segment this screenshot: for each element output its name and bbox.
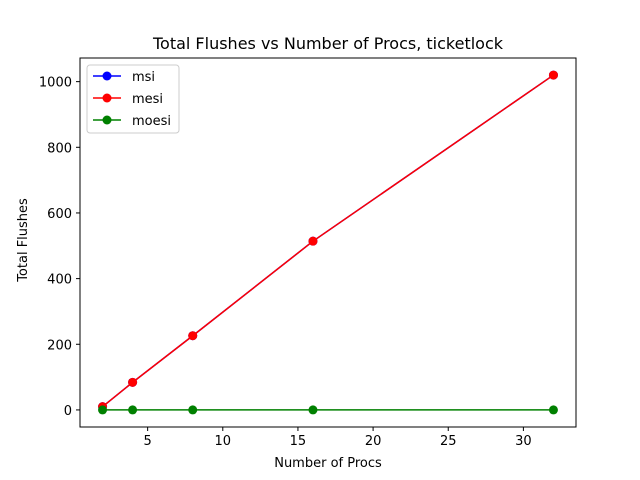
data-point-moesi: [188, 405, 198, 415]
legend-item-mesi: mesi: [93, 92, 163, 107]
legend-swatch-marker: [102, 71, 112, 81]
data-point-moesi: [548, 405, 558, 415]
series-moesi: [98, 405, 558, 415]
legend-label: mesi: [132, 92, 163, 107]
data-point-mesi: [548, 70, 558, 80]
chart-title: Total Flushes vs Number of Procs, ticket…: [152, 34, 504, 53]
x-tick-label: 10: [215, 434, 232, 449]
legend-label: moesi: [132, 114, 171, 129]
y-tick-label: 800: [47, 141, 72, 156]
x-axis: 5 10 15 20 25 30: [143, 427, 532, 449]
y-axis-title: Total Flushes: [16, 198, 31, 283]
x-tick-label: 30: [515, 434, 532, 449]
legend-item-msi: msi: [93, 70, 155, 85]
x-tick-label: 15: [290, 434, 307, 449]
y-tick-label: 0: [64, 404, 72, 419]
legend-item-moesi: moesi: [93, 114, 171, 129]
x-tick-label: 5: [143, 434, 151, 449]
legend-label: msi: [132, 70, 155, 85]
data-point-mesi: [308, 236, 318, 246]
x-tick-label: 25: [440, 434, 457, 449]
y-tick-label: 200: [47, 338, 72, 353]
data-point-moesi: [128, 405, 138, 415]
y-axis: 0 200 400 600 800 1000: [39, 76, 80, 419]
legend-swatch-marker: [102, 115, 112, 125]
y-tick-label: 400: [47, 273, 72, 288]
data-point-moesi: [308, 405, 318, 415]
plot-area: [79, 57, 577, 428]
plot-frame: [79, 57, 577, 428]
x-tick-label: 20: [365, 434, 382, 449]
data-point-mesi: [188, 331, 198, 341]
data-point-moesi: [98, 405, 108, 415]
y-tick-label: 1000: [39, 76, 72, 91]
y-tick-label: 600: [47, 207, 72, 222]
legend-swatch-marker: [102, 93, 112, 103]
legend: msi mesi moesi: [86, 64, 180, 134]
legend-box: [86, 64, 180, 134]
data-point-mesi: [128, 377, 138, 387]
x-axis-title: Number of Procs: [274, 456, 382, 471]
